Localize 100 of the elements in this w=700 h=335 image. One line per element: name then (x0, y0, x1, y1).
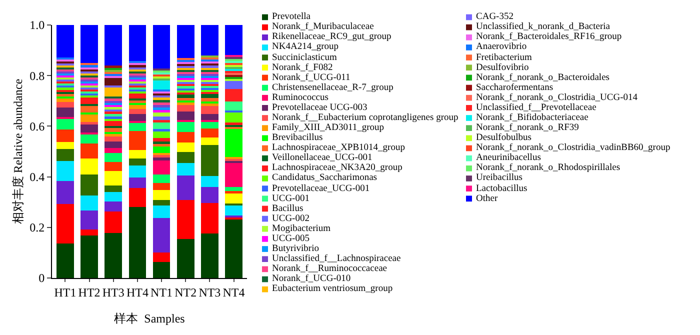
bar (80, 25, 98, 64)
bar (225, 101, 242, 110)
bar (80, 144, 98, 159)
bar (128, 109, 146, 114)
bar (201, 25, 218, 56)
bar (152, 155, 170, 158)
bar (225, 88, 242, 102)
bar (80, 114, 98, 122)
legend-label: Other (476, 194, 498, 204)
bar (152, 190, 170, 200)
bar (104, 136, 122, 142)
legend-label: Norank_f__Eubacterium coprotangligenes group (272, 113, 458, 123)
legend-label: Rikenellaceae_RC9_gut_group (272, 32, 392, 42)
bar (176, 238, 194, 278)
bar (80, 210, 98, 230)
bar (56, 108, 74, 118)
bar (80, 134, 98, 144)
bar (225, 190, 242, 194)
bar (152, 252, 170, 262)
bar (104, 201, 122, 212)
legend-label: Veillonellaceae_UCG-001 (272, 153, 372, 163)
legend-label: Norank_f_Bacteroidales_RF16_group (476, 32, 622, 42)
bar (104, 116, 122, 119)
bar (152, 80, 170, 90)
y-tick-label: 0.8 (30, 68, 45, 83)
bar (104, 233, 122, 278)
bar (56, 148, 74, 161)
x-tick-label: NT1 (150, 285, 173, 300)
bar (201, 202, 218, 234)
bar (176, 142, 194, 152)
bar (128, 188, 146, 207)
bar (176, 102, 194, 106)
bar (152, 110, 170, 113)
bar (104, 162, 122, 171)
bar (80, 174, 98, 196)
y-tick-label: 0.6 (30, 119, 45, 134)
x-tick-label: HT1 (54, 285, 76, 300)
x-tick-label: NT2 (174, 285, 197, 300)
legend-label: Bacillus (272, 204, 304, 214)
legend-label: Prevotellaceae_UCG-001 (272, 184, 370, 194)
bar (152, 142, 170, 144)
bar (152, 107, 170, 110)
y-tick-label: 0.4 (30, 170, 45, 184)
legend-label: CAG-352 (476, 12, 514, 22)
bar (80, 106, 98, 112)
bar (104, 111, 122, 114)
bar (176, 98, 194, 101)
legend-label: Lachnospiraceae_XPB1014_group (272, 143, 406, 153)
bar (128, 114, 146, 121)
bar (80, 98, 98, 104)
bar (80, 196, 98, 210)
bar (152, 218, 170, 252)
bar (152, 112, 170, 116)
bar (104, 88, 122, 97)
bar (104, 186, 122, 192)
bar (201, 176, 218, 188)
bar (176, 200, 194, 239)
bar (176, 94, 194, 98)
x-tick-label: NT4 (222, 285, 245, 300)
bar (152, 102, 170, 105)
bar (104, 128, 122, 132)
bar (225, 122, 242, 125)
bar (176, 122, 194, 132)
bar (152, 128, 170, 132)
legend-label: Norank_f_norank_o_Clostridia_UCG-014 (476, 93, 638, 103)
bar (152, 138, 170, 142)
bar (152, 206, 170, 218)
legend-label: Saccharofermentans (476, 83, 554, 93)
bar (56, 181, 74, 204)
legend-label: Ruminococcus (272, 93, 329, 103)
legend-label: Butyrivibrio (272, 244, 320, 254)
legend-label: Norank_f__Ruminococcaceae (272, 264, 388, 274)
legend-label: Ureibacillus (476, 173, 523, 183)
bar (225, 81, 242, 89)
legend-label: Candidatus_Saccharimonas (272, 173, 378, 183)
legend-label: Norank_f_UCG-010 (272, 274, 351, 284)
legend-label: Unclassified_f__Prevotellaceae (476, 103, 596, 113)
bar (80, 122, 98, 124)
bar (56, 98, 74, 102)
bar (152, 182, 170, 190)
legend-label: Anaerovibrio (476, 42, 527, 52)
y-tick-label: 0.2 (30, 220, 45, 235)
legend-label: Family_XIII_AD3011_group (272, 123, 384, 133)
x-tick-label: HT2 (78, 285, 100, 300)
y-tick-label: 0 (38, 271, 45, 286)
legend-label: Norank_f_Muribaculaceae (272, 22, 374, 32)
bar (176, 162, 194, 176)
legend-label: Norank_f_UCG-011 (272, 73, 351, 83)
legend-label: Norank_f_norank_o_Clostridia_vadinBB60_group (476, 143, 670, 153)
bar (152, 160, 170, 175)
bar (201, 104, 218, 106)
legend-label: Lachnospiraceae_NK3A20_group (272, 163, 403, 173)
bar (56, 129, 74, 142)
bar (128, 150, 146, 159)
legend-label: Brevibacillus (272, 133, 323, 143)
bar (201, 187, 218, 203)
bar (201, 233, 218, 278)
bar (176, 132, 194, 142)
y-tick-label: 1.0 (30, 18, 45, 32)
bar (152, 262, 170, 278)
